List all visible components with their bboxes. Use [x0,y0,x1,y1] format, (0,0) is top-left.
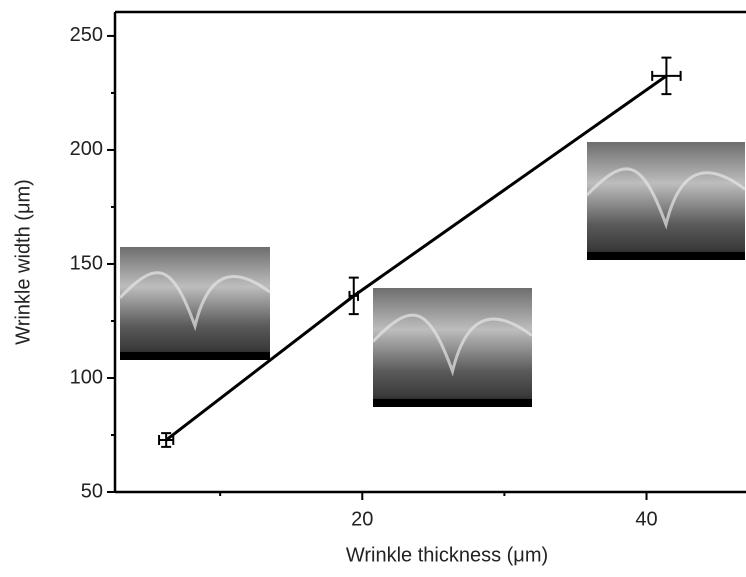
inset-texture [371,313,533,377]
inset-texture [118,271,271,332]
x-error-bar [158,435,175,446]
y-tick-label: 50 [81,480,103,502]
inset-texture [585,167,746,230]
y-tick-label: 200 [70,138,103,160]
x-error-bar [651,70,682,81]
inset-image [587,142,745,260]
x-tick-label: 20 [351,508,373,530]
y-axis-label: Wrinkle width (μm) [12,179,34,345]
inset-info-bar [587,252,745,260]
inset-image [373,288,532,407]
x-tick-label: 40 [635,508,657,530]
x-error-bar [348,290,360,301]
x-axis-label: Wrinkle thickness (μm) [346,544,548,566]
y-tick-label: 250 [70,24,103,46]
inset-image [120,247,270,360]
y-tick-label: 100 [70,366,103,388]
inset-info-bar [373,399,532,407]
inset-info-bar [120,352,270,360]
y-tick-label: 150 [70,252,103,274]
